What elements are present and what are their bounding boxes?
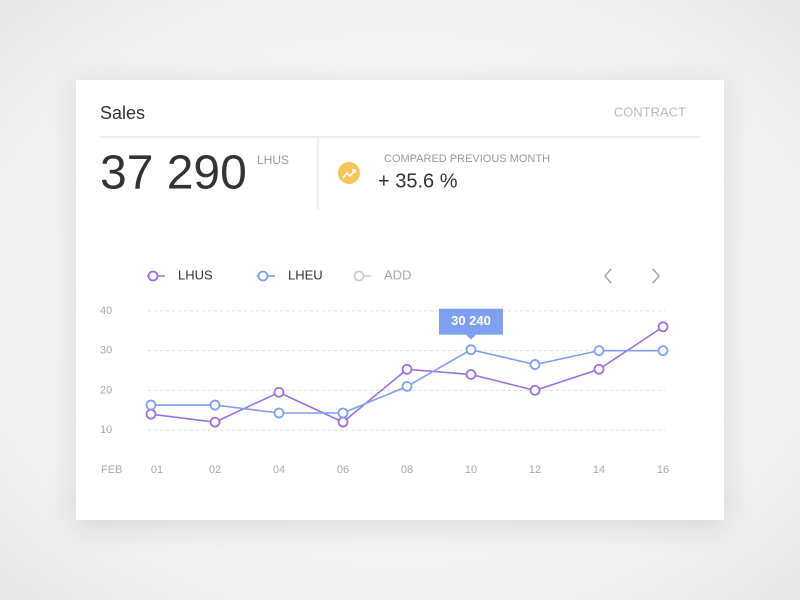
legend-marker (353, 270, 365, 282)
x-tick-label: 10 (465, 464, 477, 476)
card-title: Sales (100, 103, 145, 123)
data-point (529, 384, 541, 396)
chart: 10 20 30 40 FEB 01 02 04 06 08 10 12 14 16 LHUS LHEU ADD… (100, 267, 669, 475)
card (76, 80, 724, 520)
y-tick-label: 40 (100, 305, 112, 317)
prev-button[interactable] (603, 268, 612, 284)
legend-label: ADD (384, 267, 411, 282)
total-value: 37 290 (100, 147, 247, 200)
data-point (209, 399, 221, 411)
x-tick-label: 08 (401, 464, 413, 476)
trend-icon-arrow (342, 169, 356, 179)
trend-icon-arrow (352, 169, 356, 173)
x-tick-label: 02 (209, 464, 221, 476)
x-tick-label: 01 (151, 464, 163, 476)
data-point (273, 386, 285, 398)
y-tick-label: 20 (100, 384, 112, 396)
tooltip-pointer (466, 334, 476, 340)
compare-label: COMPARED PREVIOUS MONTH (384, 153, 550, 165)
data-point (657, 345, 669, 357)
x-axis-label: FEB (101, 464, 122, 476)
legend-label: LHEU (288, 267, 323, 282)
legend-marker (147, 270, 159, 282)
x-tick-label: 04 (273, 464, 285, 476)
x-tick-label: 12 (529, 464, 541, 476)
data-point (337, 407, 349, 419)
next-button[interactable] (652, 268, 661, 284)
data-point (593, 345, 605, 357)
total-unit: LHUS (257, 153, 289, 167)
data-point (145, 399, 157, 411)
data-point (593, 363, 605, 375)
change-value: + 35.6 % (378, 170, 458, 192)
data-point (401, 363, 413, 375)
data-point (465, 344, 477, 356)
legend-label: LHUS (178, 267, 213, 282)
tooltip-label: 30 240 (451, 313, 491, 328)
contract-button[interactable]: CONTRACT (614, 104, 686, 119)
data-point (529, 359, 541, 370)
data-point (465, 369, 477, 380)
data-point (273, 407, 285, 419)
data-point (337, 416, 349, 428)
data-point (657, 321, 669, 333)
data-point (401, 380, 413, 392)
trend-icon (338, 162, 360, 184)
x-tick-label: 16 (657, 464, 669, 476)
x-tick-label: 06 (337, 464, 349, 476)
y-tick-label: 30 (100, 345, 112, 357)
tooltip (439, 308, 503, 335)
y-tick-label: 10 (100, 424, 112, 436)
legend-marker (257, 270, 269, 282)
data-point (209, 416, 221, 428)
data-point (145, 408, 157, 420)
x-tick-label: 14 (593, 464, 605, 476)
